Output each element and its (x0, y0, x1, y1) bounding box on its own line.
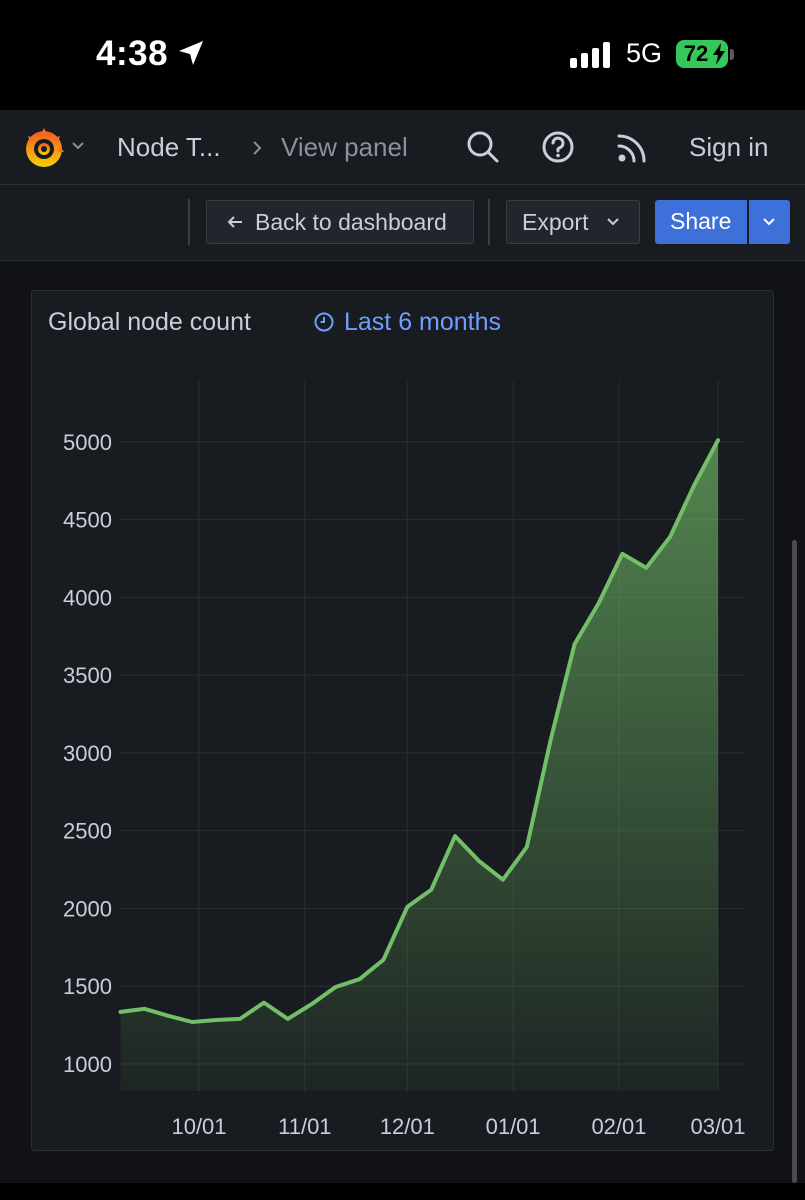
chevron-down-icon (607, 218, 619, 226)
x-tick-label: 03/01 (690, 1114, 745, 1139)
y-tick-label: 1000 (63, 1052, 112, 1077)
bottom-edge (0, 1183, 805, 1200)
time-range-label[interactable]: Last 6 months (344, 308, 502, 336)
location-arrow-icon (179, 41, 203, 65)
clock-icon (314, 312, 334, 332)
export-label: Export (522, 209, 589, 235)
back-to-dashboard-label: Back to dashboard (255, 209, 447, 235)
series-line (118, 438, 720, 1024)
help-icon[interactable] (541, 130, 575, 164)
share-label: Share (670, 208, 732, 234)
share-dropdown-button[interactable] (749, 200, 790, 244)
chevron-right-icon (253, 141, 262, 155)
x-tick-label: 12/01 (380, 1114, 435, 1139)
toolbar-divider (488, 199, 490, 245)
export-button[interactable]: Export (506, 200, 640, 244)
status-bar: 4:38 5G 72 (0, 0, 805, 110)
y-tick-label: 5000 (63, 430, 112, 455)
search-icon[interactable] (466, 130, 500, 164)
y-tick-label: 4500 (63, 508, 112, 533)
x-tick-label: 10/01 (171, 1114, 226, 1139)
battery-level: 72 (683, 41, 709, 66)
panel-toolbar: Back to dashboard Export Share (0, 185, 805, 261)
top-nav: Node T... View panel Sign in (0, 110, 805, 185)
breadcrumb-current: View panel (281, 132, 408, 162)
panel: Global node count Last 6 months 1000 1500… (31, 290, 774, 1151)
series-area (120, 440, 718, 1091)
y-tick-label: 4000 (63, 585, 112, 610)
battery-cap (730, 49, 734, 60)
chevron-down-icon[interactable] (71, 141, 85, 151)
timeseries-chart: 1000 1500 2000 2500 3000 3500 4000 4500 5000 10/… (63, 381, 746, 1139)
breadcrumb-dashboard[interactable]: Node T... (117, 132, 221, 162)
y-tick-label: 3500 (63, 663, 112, 688)
status-time: 4:38 (96, 34, 169, 73)
sign-in-link[interactable]: Sign in (689, 132, 769, 162)
y-tick-label: 2500 (63, 819, 112, 844)
rss-icon[interactable] (616, 132, 648, 164)
scrollbar[interactable] (792, 540, 797, 1183)
grafana-logo-icon[interactable] (22, 126, 66, 170)
y-tick-label: 3000 (63, 741, 112, 766)
arrow-left-icon (227, 216, 242, 228)
signal-bars-icon (570, 42, 610, 68)
network-label: 5G (626, 38, 663, 68)
y-tick-label: 1500 (63, 974, 112, 999)
y-tick-label: 2000 (63, 896, 112, 921)
toolbar-divider (188, 199, 190, 245)
panel-title: Global node count (48, 308, 251, 336)
chevron-down-icon (763, 218, 775, 226)
x-tick-label: 01/01 (486, 1114, 541, 1139)
battery-charging-icon: 72 (676, 40, 728, 68)
share-button[interactable]: Share (655, 200, 747, 244)
x-tick-label: 02/01 (591, 1114, 646, 1139)
back-to-dashboard-button[interactable]: Back to dashboard (206, 200, 474, 244)
x-tick-label: 11/01 (278, 1114, 331, 1139)
content-area: Global node count Last 6 months 1000 1500… (0, 261, 805, 1183)
x-axis: 10/01 11/01 12/01 01/01 02/01 03/01 (171, 1114, 745, 1139)
y-axis: 1000 1500 2000 2500 3000 3500 4000 4500 5000 (63, 430, 112, 1077)
